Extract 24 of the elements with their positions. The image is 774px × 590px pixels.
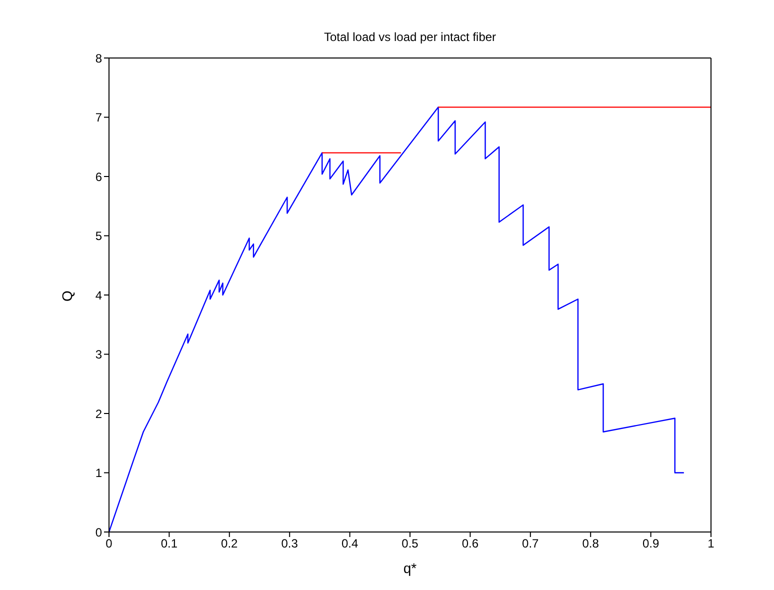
y-tick-label: 5: [95, 229, 102, 244]
y-tick-label: 4: [95, 288, 102, 302]
chart-title: Total load vs load per intact fiber: [322, 30, 498, 44]
x-tick-label: 0.1: [160, 536, 178, 551]
x-tick-label: 1: [708, 536, 715, 551]
x-tick-label: 0.8: [582, 536, 600, 551]
y-tick-label: 8: [95, 51, 102, 66]
x-axis-title: q*: [402, 560, 418, 576]
x-tick-label: 0.9: [642, 536, 660, 551]
x-tick-label: 0.5: [402, 536, 419, 551]
y-tick-label: 2: [95, 406, 102, 421]
line-series: [109, 106, 685, 532]
y-tick-label: 0: [95, 525, 102, 540]
y-tick-label: 7: [95, 110, 102, 125]
x-tick-label: 0: [106, 536, 113, 551]
x-tick-label: 0.4: [341, 536, 358, 551]
x-tick-label: 0.6: [462, 536, 479, 551]
y-tick-label: 1: [95, 466, 102, 480]
y-tick-label: 6: [95, 170, 102, 184]
x-tick-label: 0.2: [221, 536, 238, 551]
y-axis-title: Q: [59, 290, 75, 304]
x-tick-label: 0.7: [522, 536, 540, 551]
x-tick-label: 0.3: [281, 536, 298, 551]
y-tick-label: 3: [95, 348, 102, 362]
